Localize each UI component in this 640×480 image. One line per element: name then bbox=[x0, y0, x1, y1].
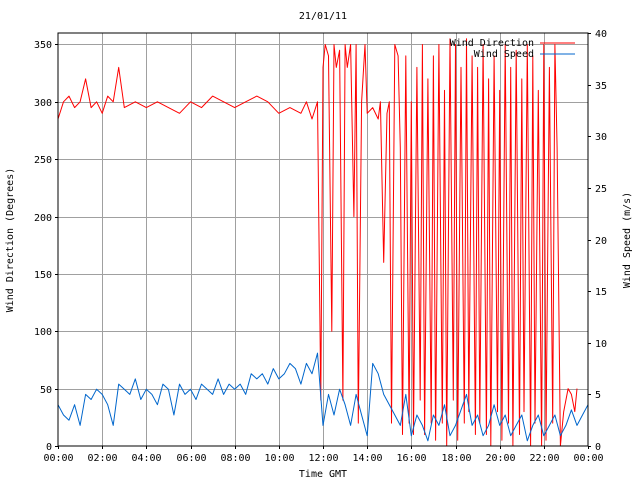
y-tick-label: 250 bbox=[34, 155, 52, 166]
y-tick-labels: 0 50 100 150 200 250 300 350 bbox=[34, 40, 58, 453]
x-tick-label: 22:00 bbox=[529, 453, 559, 464]
y2-tick-label: 5 bbox=[595, 390, 601, 401]
x-tick-label: 02:00 bbox=[87, 453, 117, 464]
y2-tick-label: 35 bbox=[595, 81, 607, 92]
series-line-wind-direction bbox=[57, 38, 578, 447]
y-tick-label: 150 bbox=[34, 270, 52, 281]
chart-title: 21/01/11 bbox=[299, 11, 347, 22]
x-tick-label: 04:00 bbox=[131, 453, 161, 464]
x-tick-label: 12:00 bbox=[308, 453, 338, 464]
x-tick-label: 08:00 bbox=[220, 453, 250, 464]
y-tick-label: 200 bbox=[34, 213, 52, 224]
x-tick-label: 00:00 bbox=[43, 453, 73, 464]
y2-tick-labels: 0 5 10 15 20 25 30 35 40 bbox=[588, 29, 607, 453]
legend-label-wind-direction: Wind Direction bbox=[450, 38, 534, 49]
y-tick-label: 50 bbox=[40, 385, 52, 396]
x-tick-label: 20:00 bbox=[485, 453, 515, 464]
x-tick-label: 18:00 bbox=[441, 453, 471, 464]
y2-tick-label: 15 bbox=[595, 287, 607, 298]
legend-label-wind-speed: Wind Speed bbox=[474, 49, 534, 60]
legend: Wind Direction Wind Speed bbox=[450, 38, 575, 60]
x-tick-label: 10:00 bbox=[264, 453, 294, 464]
series-line-wind-speed bbox=[57, 352, 589, 442]
y-tick-label: 100 bbox=[34, 327, 52, 338]
y2-axis-label: Wind Speed (m/s) bbox=[622, 192, 633, 288]
y2-tick-label: 25 bbox=[595, 184, 607, 195]
y-tick-label: 350 bbox=[34, 40, 52, 51]
y2-tick-label: 0 bbox=[595, 442, 601, 453]
y2-tick-label: 40 bbox=[595, 29, 607, 40]
x-tick-label: 06:00 bbox=[176, 453, 206, 464]
x-tick-label: 00:00 bbox=[573, 453, 603, 464]
x-tick-label: 14:00 bbox=[352, 453, 382, 464]
y2-tick-label: 10 bbox=[595, 339, 607, 350]
x-tick-label: 16:00 bbox=[396, 453, 426, 464]
y-tick-label: 0 bbox=[46, 442, 52, 453]
y2-tick-label: 30 bbox=[595, 132, 607, 143]
x-axis-label: Time GMT bbox=[299, 469, 347, 480]
series bbox=[57, 38, 589, 447]
y-tick-label: 300 bbox=[34, 98, 52, 109]
y-axis-label: Wind Direction (Degrees) bbox=[5, 168, 16, 313]
y2-tick-label: 20 bbox=[595, 236, 607, 247]
x-tick-labels: 00:00 02:00 04:00 06:00 08:00 10:00 12:00 14:00… bbox=[43, 446, 604, 464]
